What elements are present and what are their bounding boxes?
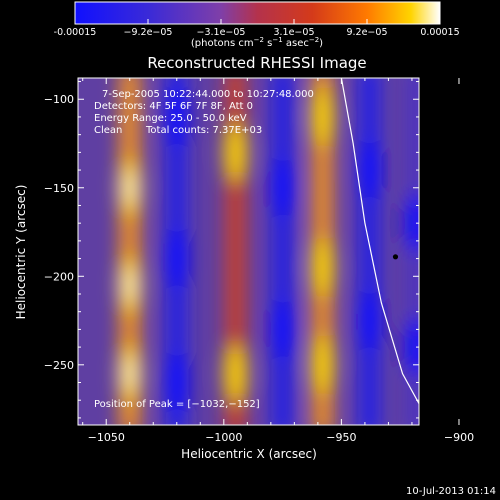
heatmap-lobe xyxy=(404,193,419,254)
heatmap-lobe xyxy=(357,290,382,351)
chart-title: Reconstructed RHESSI Image xyxy=(147,54,366,72)
heatmap-lobe xyxy=(357,140,382,201)
heatmap-lobe xyxy=(223,343,248,404)
x-tick-label: −900 xyxy=(444,431,474,444)
y-tick-label: −250 xyxy=(44,359,74,372)
observation-info: 7-Sep-2005 10:22:44.000 to 10:27:48.000 … xyxy=(94,89,314,410)
colorbar-tick-labels: -0.00015 −9.2e−05 −3.1e−05 3.1e−05 9.2e−05 0.… xyxy=(54,27,460,38)
heatmap-stripe xyxy=(358,78,381,425)
heatmap-area xyxy=(78,78,419,425)
footer-timestamp: 10-Jul-2013 01:14 xyxy=(406,486,496,497)
heatmap-lobe xyxy=(270,299,295,360)
colorbar-tick-label: 9.2e−05 xyxy=(346,27,387,38)
y-axis-ticks: −100 −150 −200 −250 xyxy=(44,81,419,419)
colorbar-gradient xyxy=(74,1,441,25)
x-tick-label: −1050 xyxy=(88,431,125,444)
heatmap-lobe xyxy=(270,157,295,218)
heatmap-lobe xyxy=(223,122,248,183)
colorbar-ticks xyxy=(74,19,441,24)
x-axis-ticks: −1050 −1000 −950 −900 xyxy=(82,78,474,444)
info-time-range: 7-Sep-2005 10:22:44.000 to 10:27:48.000 xyxy=(102,89,314,100)
x-tick-label: −950 xyxy=(326,431,356,444)
colorbar: -0.00015 −9.2e−05 −3.1e−05 3.1e−05 9.2e−05 0.… xyxy=(54,1,460,49)
heatmap-lobe xyxy=(310,86,335,147)
heatmap-lobe xyxy=(164,352,189,413)
heatmap-lobe xyxy=(164,228,189,289)
info-total-counts: Total counts: 7.37E+03 xyxy=(145,125,262,136)
y-tick-label: −100 xyxy=(44,93,74,106)
heatmap-stripes xyxy=(117,78,419,425)
colorbar-tick-label: 0.00015 xyxy=(420,27,459,38)
heatmap-lobe xyxy=(310,237,335,298)
info-peak-position: Position of Peak = [−1032,−152] xyxy=(94,399,260,410)
colorbar-unit: (photons cm−2 s−1 asec−2) xyxy=(191,36,323,49)
info-clean: Clean xyxy=(94,125,122,136)
y-tick-label: −150 xyxy=(44,182,74,195)
x-axis-label: Heliocentric X (arcsec) xyxy=(181,447,317,461)
x-tick-label: −1000 xyxy=(205,431,242,444)
plot-frame xyxy=(77,77,420,426)
colorbar-tick-label: -0.00015 xyxy=(54,27,97,38)
solar-limb-line xyxy=(340,78,419,405)
heatmap-lobe-core xyxy=(123,171,136,204)
colorbar-tick-label: −9.2e−05 xyxy=(124,27,173,38)
heatmap-lobe xyxy=(404,317,419,378)
y-axis-label: Heliocentric Y (arcsec) xyxy=(14,185,28,320)
heatmap-lobe xyxy=(164,86,189,147)
y-tick-label: −200 xyxy=(44,270,74,283)
info-energy-range: Energy Range: 25.0 - 50.0 keV xyxy=(94,113,247,124)
colorbar-tick-label: −3.1e−05 xyxy=(197,27,246,38)
heatmap-lobe xyxy=(310,334,335,395)
info-detectors: Detectors: 4F 5F 6F 7F 8F, Att 0 xyxy=(94,101,253,112)
source-marker xyxy=(392,254,399,260)
colorbar-tick-label: 3.1e−05 xyxy=(273,27,314,38)
heatmap-stripe xyxy=(271,78,294,425)
heatmap-lobe-core xyxy=(123,269,136,302)
heatmap-lobe-core xyxy=(123,357,136,390)
